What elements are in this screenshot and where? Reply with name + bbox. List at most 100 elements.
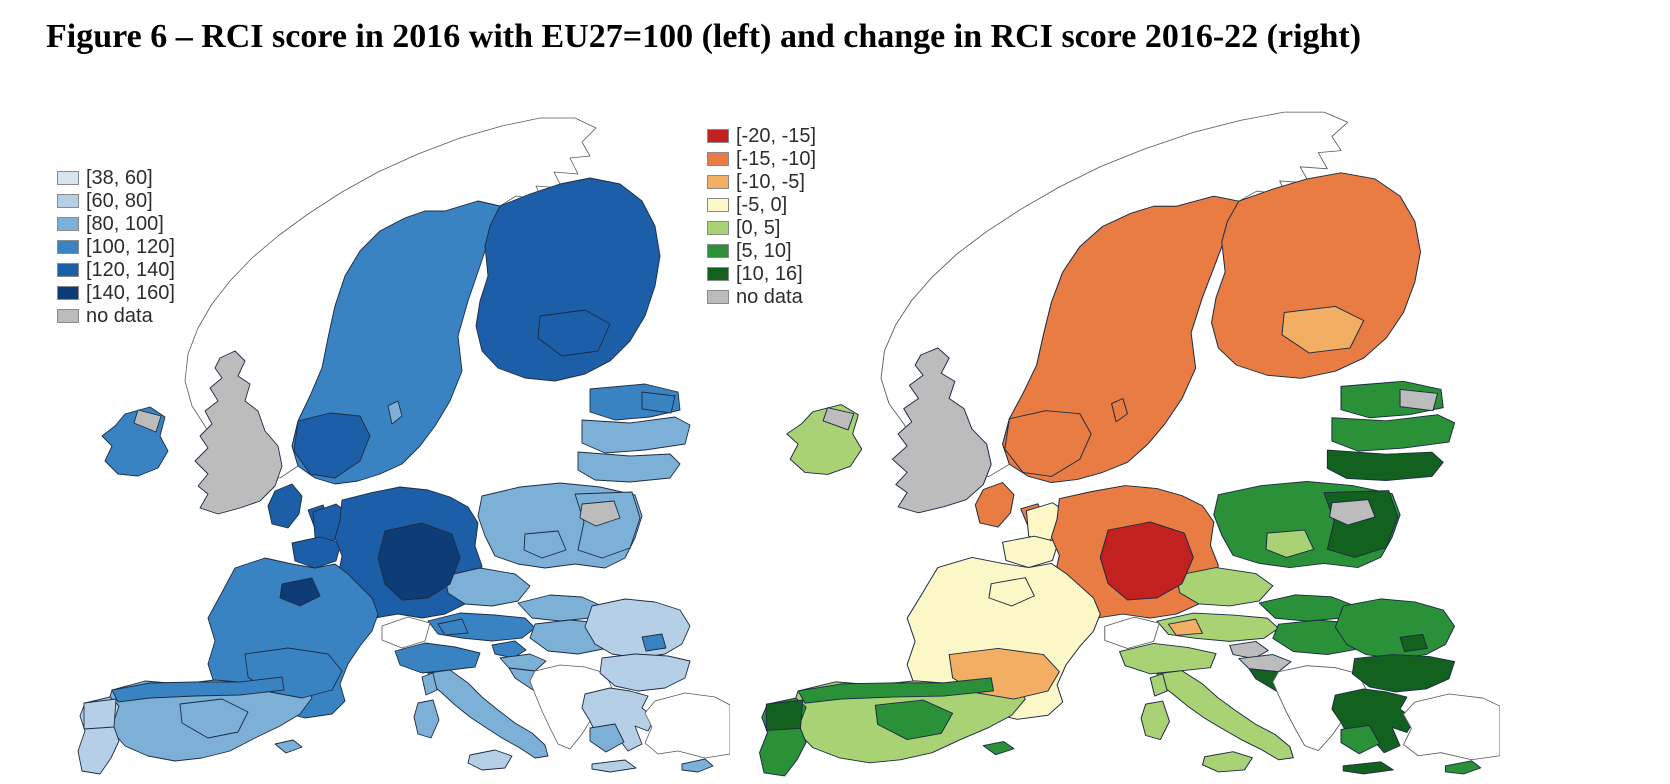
region-cyprus [1444, 760, 1482, 775]
legend-row: [100, 120] [57, 236, 175, 258]
region-bulgaria [599, 653, 691, 692]
region-balearics [274, 739, 303, 754]
legend-swatch [707, 290, 729, 304]
region-spain-center [874, 699, 954, 741]
legend-row: [-10, -5] [707, 171, 816, 193]
region-czechia [444, 567, 531, 607]
region-czechia [1175, 567, 1274, 607]
region-denmark [974, 482, 1015, 528]
legend-row: [140, 160] [57, 282, 175, 304]
region-crete [591, 759, 637, 773]
region-spain-center [179, 698, 249, 739]
region-lithuania [1326, 449, 1444, 481]
region-latvia [1331, 414, 1456, 452]
region-germany-center [1099, 521, 1194, 601]
region-balearics [982, 741, 1015, 756]
region-sicily [1201, 751, 1253, 773]
legend-label: [120, 140] [86, 259, 175, 281]
region-greece-south [589, 723, 625, 753]
region-germany-center [377, 522, 461, 601]
legend-label: no data [86, 305, 153, 327]
region-denmark [267, 483, 303, 529]
legend-row: [120, 140] [57, 259, 175, 281]
legend-swatch [57, 171, 79, 185]
region-romania-buch [641, 633, 667, 652]
region-austria-west [1167, 618, 1203, 636]
legend-label: [-5, 0] [736, 194, 788, 216]
region-portugal-north [765, 699, 804, 731]
region-estonia-patch [641, 391, 676, 414]
region-turkey [1403, 693, 1500, 761]
region-poland-light [1265, 529, 1315, 558]
region-sardinia [1140, 700, 1171, 741]
legend-swatch [57, 217, 79, 231]
region-finland-se [537, 309, 611, 357]
region-sardinia [413, 699, 440, 739]
region-sweden [291, 200, 501, 485]
region-gotland [1111, 398, 1128, 423]
legend-label: [-10, -5] [736, 171, 805, 193]
legend-label: [-15, -10] [736, 148, 817, 170]
region-latvia [581, 416, 691, 454]
legend-row: [0, 5] [707, 217, 816, 239]
region-finland-se [1281, 305, 1365, 354]
region-poland-gray [579, 500, 621, 527]
region-uk [891, 347, 992, 514]
legend-swatch [707, 152, 729, 166]
region-gotland [387, 400, 403, 425]
legend-swatch [707, 175, 729, 189]
legend-label: [-20, -15] [736, 125, 817, 147]
region-poland-gray [1329, 499, 1376, 526]
legend-row: [10, 16] [707, 263, 816, 285]
region-romania-buch [1399, 633, 1428, 652]
legend-row: [5, 10] [707, 240, 816, 262]
region-portugal-north [83, 698, 117, 730]
legend-rci-change-2016-22: [-20, -15] [-15, -10] [-10, -5] [-5, 0] [0, … [707, 125, 816, 308]
map-rci-change-2016-22 [759, 111, 1500, 777]
region-slovenia [491, 640, 527, 659]
region-sweden-south [1004, 410, 1092, 477]
legend-row: no data [57, 305, 175, 327]
region-estonia-patch [1399, 388, 1439, 412]
region-italy-north [394, 642, 481, 674]
region-cyprus [681, 758, 714, 773]
legend-swatch [57, 194, 79, 208]
legend-swatch [57, 263, 79, 277]
region-balkans [529, 664, 613, 750]
legend-label: [5, 10] [736, 240, 792, 262]
region-slovenia [1229, 640, 1269, 660]
region-corsica [1149, 673, 1168, 697]
region-sicily [467, 749, 513, 771]
region-italy-north [1119, 642, 1217, 675]
legend-label: [10, 16] [736, 263, 803, 285]
region-uk [194, 350, 283, 515]
region-finland [475, 177, 661, 382]
region-bulgaria [1351, 654, 1456, 693]
legend-row: no data [707, 286, 816, 308]
legend-swatch [707, 244, 729, 258]
legend-label: [38, 60] [86, 167, 153, 189]
region-spain-north [111, 676, 285, 703]
region-spain-north [797, 677, 994, 704]
region-belgium [1002, 535, 1059, 568]
legend-label: [60, 80] [86, 190, 153, 212]
region-sweden-south [293, 412, 371, 479]
region-balkans [1272, 665, 1367, 752]
region-paris [988, 577, 1035, 607]
legend-swatch [707, 267, 729, 281]
legend-swatch [57, 240, 79, 254]
legend-row: [38, 60] [57, 167, 175, 189]
legend-label: [80, 100] [86, 213, 164, 235]
legend-swatch [707, 198, 729, 212]
region-turkey [644, 692, 730, 759]
region-switzerland [381, 616, 431, 649]
region-italy-peninsula [1156, 670, 1294, 761]
legend-swatch [57, 286, 79, 300]
region-finland [1211, 172, 1422, 379]
region-belgium [291, 536, 342, 569]
figure-title: Figure 6 – RCI score in 2016 with EU27=1… [46, 18, 1362, 55]
legend-swatch [57, 309, 79, 323]
legend-row: [80, 100] [57, 213, 175, 235]
region-austria-west [437, 618, 469, 636]
